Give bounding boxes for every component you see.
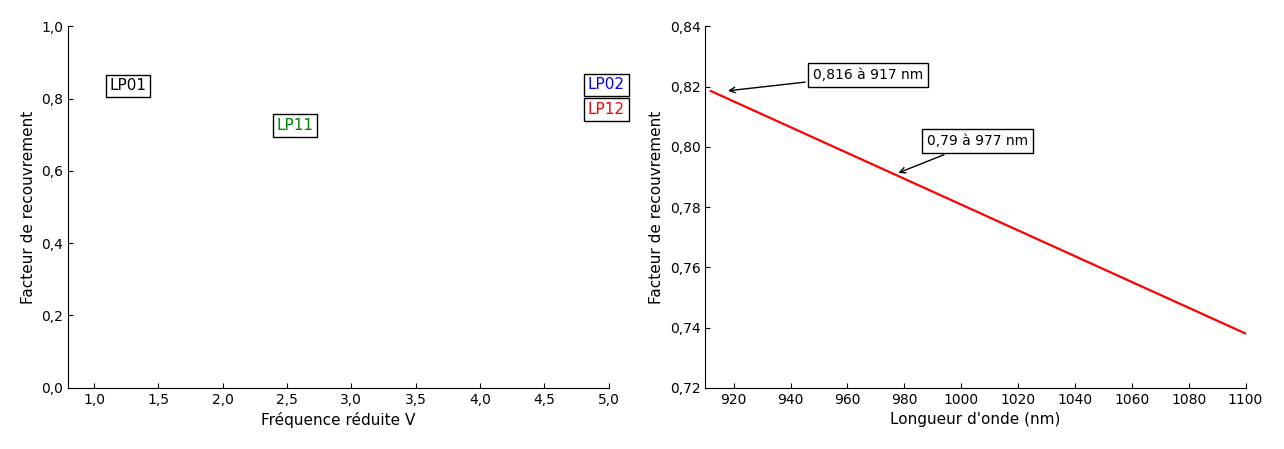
Text: LP11: LP11 — [276, 118, 313, 133]
X-axis label: Longueur d'onde (nm): Longueur d'onde (nm) — [890, 412, 1061, 427]
Text: LP01: LP01 — [109, 79, 146, 93]
Text: LP12: LP12 — [588, 102, 625, 117]
Text: 0,816 à 917 nm: 0,816 à 917 nm — [729, 68, 923, 93]
Text: 0,79 à 977 nm: 0,79 à 977 nm — [900, 134, 1028, 173]
Text: LP02: LP02 — [588, 77, 625, 92]
X-axis label: Fréquence réduite V: Fréquence réduite V — [261, 412, 416, 428]
Y-axis label: Facteur de recouvrement: Facteur de recouvrement — [650, 110, 664, 304]
Y-axis label: Facteur de recouvrement: Facteur de recouvrement — [21, 110, 36, 304]
